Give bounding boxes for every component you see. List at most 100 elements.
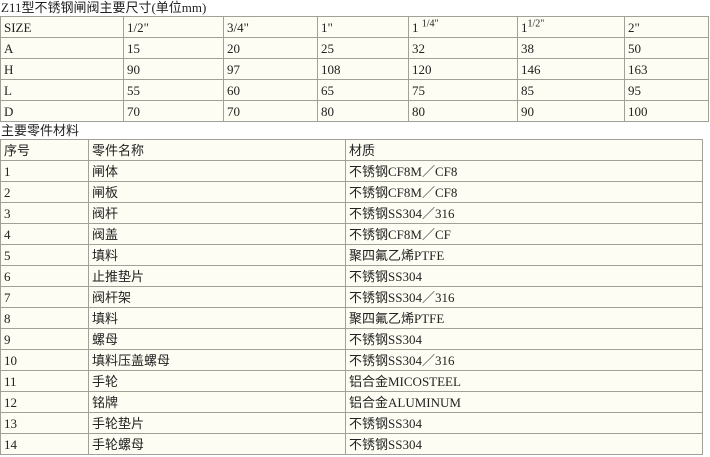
table-cell: 55 (123, 79, 224, 101)
table-cell: 不锈钢SS304 (345, 433, 703, 455)
table-cell: 阀杆 (88, 202, 346, 224)
table-cell: 97 (223, 58, 318, 80)
table-cell: 108 (317, 58, 409, 80)
table-cell: 20 (223, 37, 318, 59)
table-row: 3 阀杆 不锈钢SS304／316 (0, 202, 703, 224)
table-cell: 聚四氟乙烯PTFE (345, 244, 703, 266)
table-cell: 阀盖 (88, 223, 346, 245)
table-cell: 不锈钢SS304／316 (345, 349, 703, 371)
table-cell: 38 (517, 37, 625, 59)
table-cell: 手轮螺母 (88, 433, 346, 455)
table-cell: D (0, 100, 124, 122)
table-cell: 阀杆架 (88, 286, 346, 308)
table-cell: 5 (0, 244, 89, 266)
superscript-fraction: 1/4" (421, 18, 439, 30)
table-cell: 80 (317, 100, 409, 122)
table-cell: 铝合金ALUMINUM (345, 391, 703, 413)
table-row: H 90 97 108 120 146 163 (0, 58, 709, 80)
table-cell: 90 (123, 58, 224, 80)
table-cell: 100 (624, 100, 709, 122)
table-cell: 65 (317, 79, 409, 101)
table-cell: 8 (0, 307, 89, 329)
table-cell: 90 (517, 100, 625, 122)
table-cell: L (0, 79, 124, 101)
table-cell: 32 (408, 37, 518, 59)
header-cell: 材质 (345, 139, 703, 161)
table-cell: 螺母 (88, 328, 346, 350)
table-cell: 手轮 (88, 370, 346, 392)
header-cell: 3/4" (223, 16, 318, 38)
table-cell: 铭牌 (88, 391, 346, 413)
table-row: 10 填料压盖螺母 不锈钢SS304／316 (0, 349, 703, 371)
table-row: 1 闸体 不锈钢CF8M／CF8 (0, 160, 703, 182)
table-cell: 80 (408, 100, 518, 122)
table-cell: 75 (408, 79, 518, 101)
table-cell: 不锈钢CF8M／CF (345, 223, 703, 245)
table-cell: 85 (517, 79, 625, 101)
table-cell: 2 (0, 181, 89, 203)
table-cell: 13 (0, 412, 89, 434)
superscript-fraction: 1/2" (527, 18, 545, 30)
table-cell: 闸体 (88, 160, 346, 182)
dimensions-table-title: Z11型不锈钢闸阀主要尺寸(单位mm) (1, 0, 207, 15)
header-cell: 2" (624, 16, 709, 38)
table-cell: 15 (123, 37, 224, 59)
table-cell: 闸板 (88, 181, 346, 203)
table-row: 5 填料 聚四氟乙烯PTFE (0, 244, 703, 266)
table-row: 14 手轮螺母 不锈钢SS304 (0, 433, 703, 455)
table-cell: 手轮垫片 (88, 412, 346, 434)
table-cell: 25 (317, 37, 409, 59)
table-row: 4 阀盖 不锈钢CF8M／CF (0, 223, 703, 245)
table-cell: 3 (0, 202, 89, 224)
table-row: 8 填料 聚四氟乙烯PTFE (0, 307, 703, 329)
table-cell: 50 (624, 37, 709, 59)
header-cell: SIZE (0, 16, 124, 38)
header-cell: 1 1/4" (408, 16, 518, 38)
table-cell: 120 (408, 58, 518, 80)
table-row: 2 闸板 不锈钢CF8M／CF8 (0, 181, 703, 203)
header-row: SIZE 1/2" 3/4" 1" 1 1/4" 11/2" 2" (0, 16, 709, 38)
parts-table-title: 主要零件材料 (1, 123, 80, 138)
table-row: 6 止推垫片 不锈钢SS304 (0, 265, 703, 287)
table-cell: 11 (0, 370, 89, 392)
header-cell: 11/2" (517, 16, 625, 38)
table-cell: 14 (0, 433, 89, 455)
table-cell: 1 (0, 160, 89, 182)
table-cell: 10 (0, 349, 89, 371)
table-cell: 95 (624, 79, 709, 101)
table-cell: 不锈钢SS304 (345, 265, 703, 287)
table-cell: 填料 (88, 307, 346, 329)
parts-table: 序号 零件名称 材质 1 闸体 不锈钢CF8M／CF8 2 闸板 不锈钢CF8M／CF8 3 阀杆不… (0, 139, 703, 455)
table-cell: 70 (223, 100, 318, 122)
table-cell: 不锈钢CF8M／CF8 (345, 160, 703, 182)
table-cell: A (0, 37, 124, 59)
table-row: L 55 60 65 75 85 95 (0, 79, 709, 101)
table-cell: H (0, 58, 124, 80)
table-cell: 163 (624, 58, 709, 80)
header-cell: 零件名称 (88, 139, 346, 161)
table-cell: 不锈钢SS304／316 (345, 202, 703, 224)
table-cell: 12 (0, 391, 89, 413)
table-cell: 60 (223, 79, 318, 101)
table-cell: 6 (0, 265, 89, 287)
table-cell: 聚四氟乙烯PTFE (345, 307, 703, 329)
table-cell: 9 (0, 328, 89, 350)
table-row: A 15 20 25 32 38 50 (0, 37, 709, 59)
header-row: 序号 零件名称 材质 (0, 139, 703, 161)
table-row: 11 手轮 铝合金MICOSTEEL (0, 370, 703, 392)
table-cell: 146 (517, 58, 625, 80)
table-cell: 填料 (88, 244, 346, 266)
table-cell: 不锈钢SS304 (345, 328, 703, 350)
table-row: 7 阀杆架 不锈钢SS304／316 (0, 286, 703, 308)
table-cell: 不锈钢SS304／316 (345, 286, 703, 308)
table-cell: 填料压盖螺母 (88, 349, 346, 371)
table-row: 12 铭牌 铝合金ALUMINUM (0, 391, 703, 413)
dimensions-table: SIZE 1/2" 3/4" 1" 1 1/4" 11/2" 2" A 15 20 25 32 38 50… (0, 16, 709, 122)
header-cell: 1/2" (123, 16, 224, 38)
table-cell: 不锈钢SS304 (345, 412, 703, 434)
table-cell: 铝合金MICOSTEEL (345, 370, 703, 392)
table-cell: 4 (0, 223, 89, 245)
table-cell: 止推垫片 (88, 265, 346, 287)
header-cell: 序号 (0, 139, 89, 161)
header-cell: 1" (317, 16, 409, 38)
